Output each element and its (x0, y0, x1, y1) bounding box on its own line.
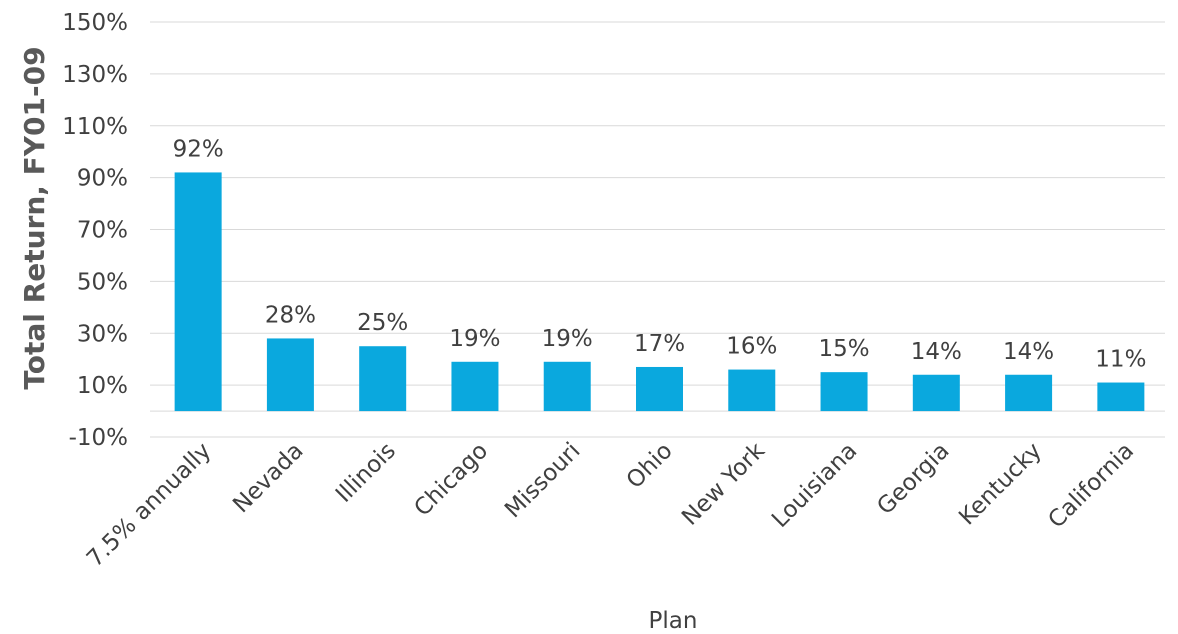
x-category-label: Louisiana (767, 438, 862, 533)
data-label: 17% (634, 331, 685, 357)
x-category-label: Kentucky (954, 438, 1047, 531)
bar (174, 172, 222, 412)
x-category-label: Illinois (331, 438, 401, 508)
data-label: 16% (726, 334, 777, 360)
bar (1005, 374, 1053, 412)
data-label: 28% (265, 302, 316, 328)
y-tick-label: 50% (77, 269, 128, 295)
bar (912, 374, 960, 412)
bar (266, 338, 314, 412)
bars (174, 172, 1145, 412)
x-category-label: New York (677, 437, 770, 530)
data-label: 14% (1003, 339, 1054, 365)
data-label: 25% (357, 310, 408, 336)
data-labels: 92% 28% 25% 19% 19% 17% 16% 15% 14% 14% 11% (173, 136, 1147, 372)
bar (543, 361, 591, 412)
x-category-label: California (1043, 438, 1139, 534)
bar (451, 361, 499, 412)
x-category-label: Chicago (409, 438, 493, 522)
x-category-label: Nevada (228, 438, 308, 518)
y-tick-label: 110% (62, 114, 128, 140)
data-label: 92% (173, 136, 224, 162)
gridlines (150, 21, 1165, 438)
y-tick-label: 70% (77, 218, 128, 244)
bar (1097, 382, 1145, 412)
x-category-label: Georgia (872, 438, 954, 520)
data-label: 19% (449, 326, 500, 352)
x-category-label: Missouri (500, 438, 585, 523)
bar (728, 369, 776, 412)
y-tick-label: 10% (77, 373, 128, 399)
y-tick-label: 30% (77, 321, 128, 347)
y-axis-title: Total Return, FY01-09 (18, 46, 51, 389)
bar (820, 372, 868, 412)
y-tick-label: -10% (69, 425, 128, 451)
data-label: 14% (911, 339, 962, 365)
data-label: 15% (818, 336, 869, 362)
data-label: 19% (542, 326, 593, 352)
bar (359, 346, 407, 412)
y-tick-label: 90% (77, 166, 128, 192)
data-label: 11% (1095, 347, 1146, 373)
y-tick-label: 150% (62, 10, 128, 36)
x-axis-title: Plan (649, 608, 698, 634)
x-category-label: Ohio (622, 438, 678, 494)
x-category-label: 7.5% annually (82, 438, 216, 572)
y-tick-label: 130% (62, 62, 128, 88)
y-axis-ticks: -10% 10% 30% 50% 70% 90% 110% 130% 150% (62, 10, 128, 451)
bar (636, 366, 683, 412)
x-axis-categories: 7.5% annually Nevada Illinois Chicago Missou… (82, 437, 1139, 572)
